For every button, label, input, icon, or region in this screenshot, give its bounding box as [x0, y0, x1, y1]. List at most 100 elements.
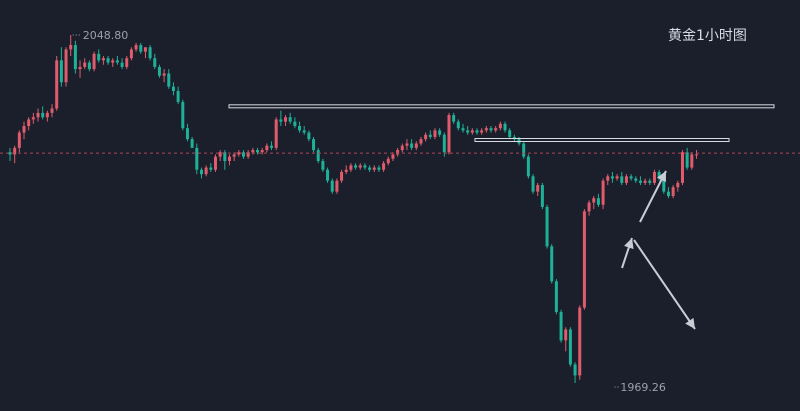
candle-body [648, 180, 652, 183]
candle-body [554, 281, 558, 312]
candle [312, 136, 316, 153]
candle [265, 143, 269, 153]
candle-body [424, 134, 428, 140]
candle [587, 200, 591, 216]
candle-body [171, 86, 175, 92]
candle-body [433, 130, 437, 137]
candle [274, 117, 278, 151]
candle-body [400, 145, 404, 151]
candle-body [601, 180, 605, 205]
candle [638, 176, 642, 186]
lower-resistance-box [474, 138, 730, 143]
candle-body [615, 176, 619, 179]
candle [568, 327, 572, 367]
candle [573, 362, 577, 383]
candle [400, 143, 404, 153]
candle-body [92, 53, 96, 70]
candle-body [428, 134, 432, 137]
candle [288, 112, 292, 124]
candle-body [199, 169, 203, 175]
candle-body [498, 123, 502, 129]
candle-body [624, 176, 628, 183]
candle [340, 169, 344, 183]
candle-body [97, 53, 101, 61]
candle-body [106, 58, 110, 63]
candle-body [213, 156, 217, 170]
candle-body [564, 329, 568, 341]
candle [181, 99, 185, 131]
candle-body [111, 60, 115, 63]
candle-body [242, 152, 245, 157]
candle [629, 174, 633, 181]
candle-body [312, 139, 316, 151]
candle-body [657, 171, 661, 179]
candle [316, 147, 320, 164]
candle-body [550, 246, 554, 282]
candle-body [578, 307, 582, 376]
candle-body [223, 152, 227, 162]
candle [36, 108, 40, 122]
candle [601, 178, 605, 210]
candle [424, 132, 428, 142]
candle-body [176, 91, 180, 102]
candle-body [293, 121, 297, 127]
candle [643, 178, 647, 186]
candle [13, 145, 17, 164]
candle-body [526, 156, 530, 177]
candle [554, 279, 558, 315]
candle [153, 53, 157, 70]
candle [433, 128, 437, 140]
candle [358, 163, 362, 170]
candle-body [573, 364, 577, 376]
candle-body [368, 167, 372, 170]
candle-body [391, 154, 395, 159]
candle [199, 167, 203, 179]
candle-body [442, 134, 446, 153]
candle-body [270, 145, 274, 148]
candle-body [484, 128, 488, 131]
candle [115, 56, 119, 65]
candle-body [195, 147, 199, 170]
candle-body [232, 154, 236, 157]
candle [671, 185, 675, 199]
candle-body [349, 165, 353, 170]
candle [354, 163, 358, 170]
candle [321, 158, 325, 172]
candle [382, 161, 386, 172]
candle [396, 147, 400, 157]
candle-body [246, 152, 250, 157]
candle [344, 165, 348, 175]
candle [17, 130, 21, 153]
candle [8, 147, 12, 162]
candle [92, 51, 96, 72]
candle [680, 150, 684, 186]
candle [470, 128, 474, 135]
candle-body [690, 154, 694, 168]
candle [690, 152, 694, 170]
candle-body [638, 180, 642, 183]
candle-body [410, 143, 414, 148]
candle [101, 56, 105, 65]
candle [270, 141, 274, 151]
candle [129, 47, 133, 61]
candle-body [694, 154, 698, 156]
candle [78, 60, 82, 78]
candle [31, 112, 35, 124]
candle [592, 196, 596, 210]
candle-body [643, 180, 647, 183]
candle [106, 56, 110, 65]
candle-body [27, 119, 31, 127]
candle-body [134, 45, 138, 50]
candle [218, 150, 222, 162]
candle-body [157, 66, 161, 76]
candle-body [326, 169, 330, 181]
candle [648, 178, 652, 186]
candle [171, 82, 175, 96]
candle [466, 126, 470, 135]
candle [596, 193, 600, 207]
candle [456, 119, 460, 131]
candle-body [302, 130, 306, 133]
candle-body [592, 198, 596, 203]
